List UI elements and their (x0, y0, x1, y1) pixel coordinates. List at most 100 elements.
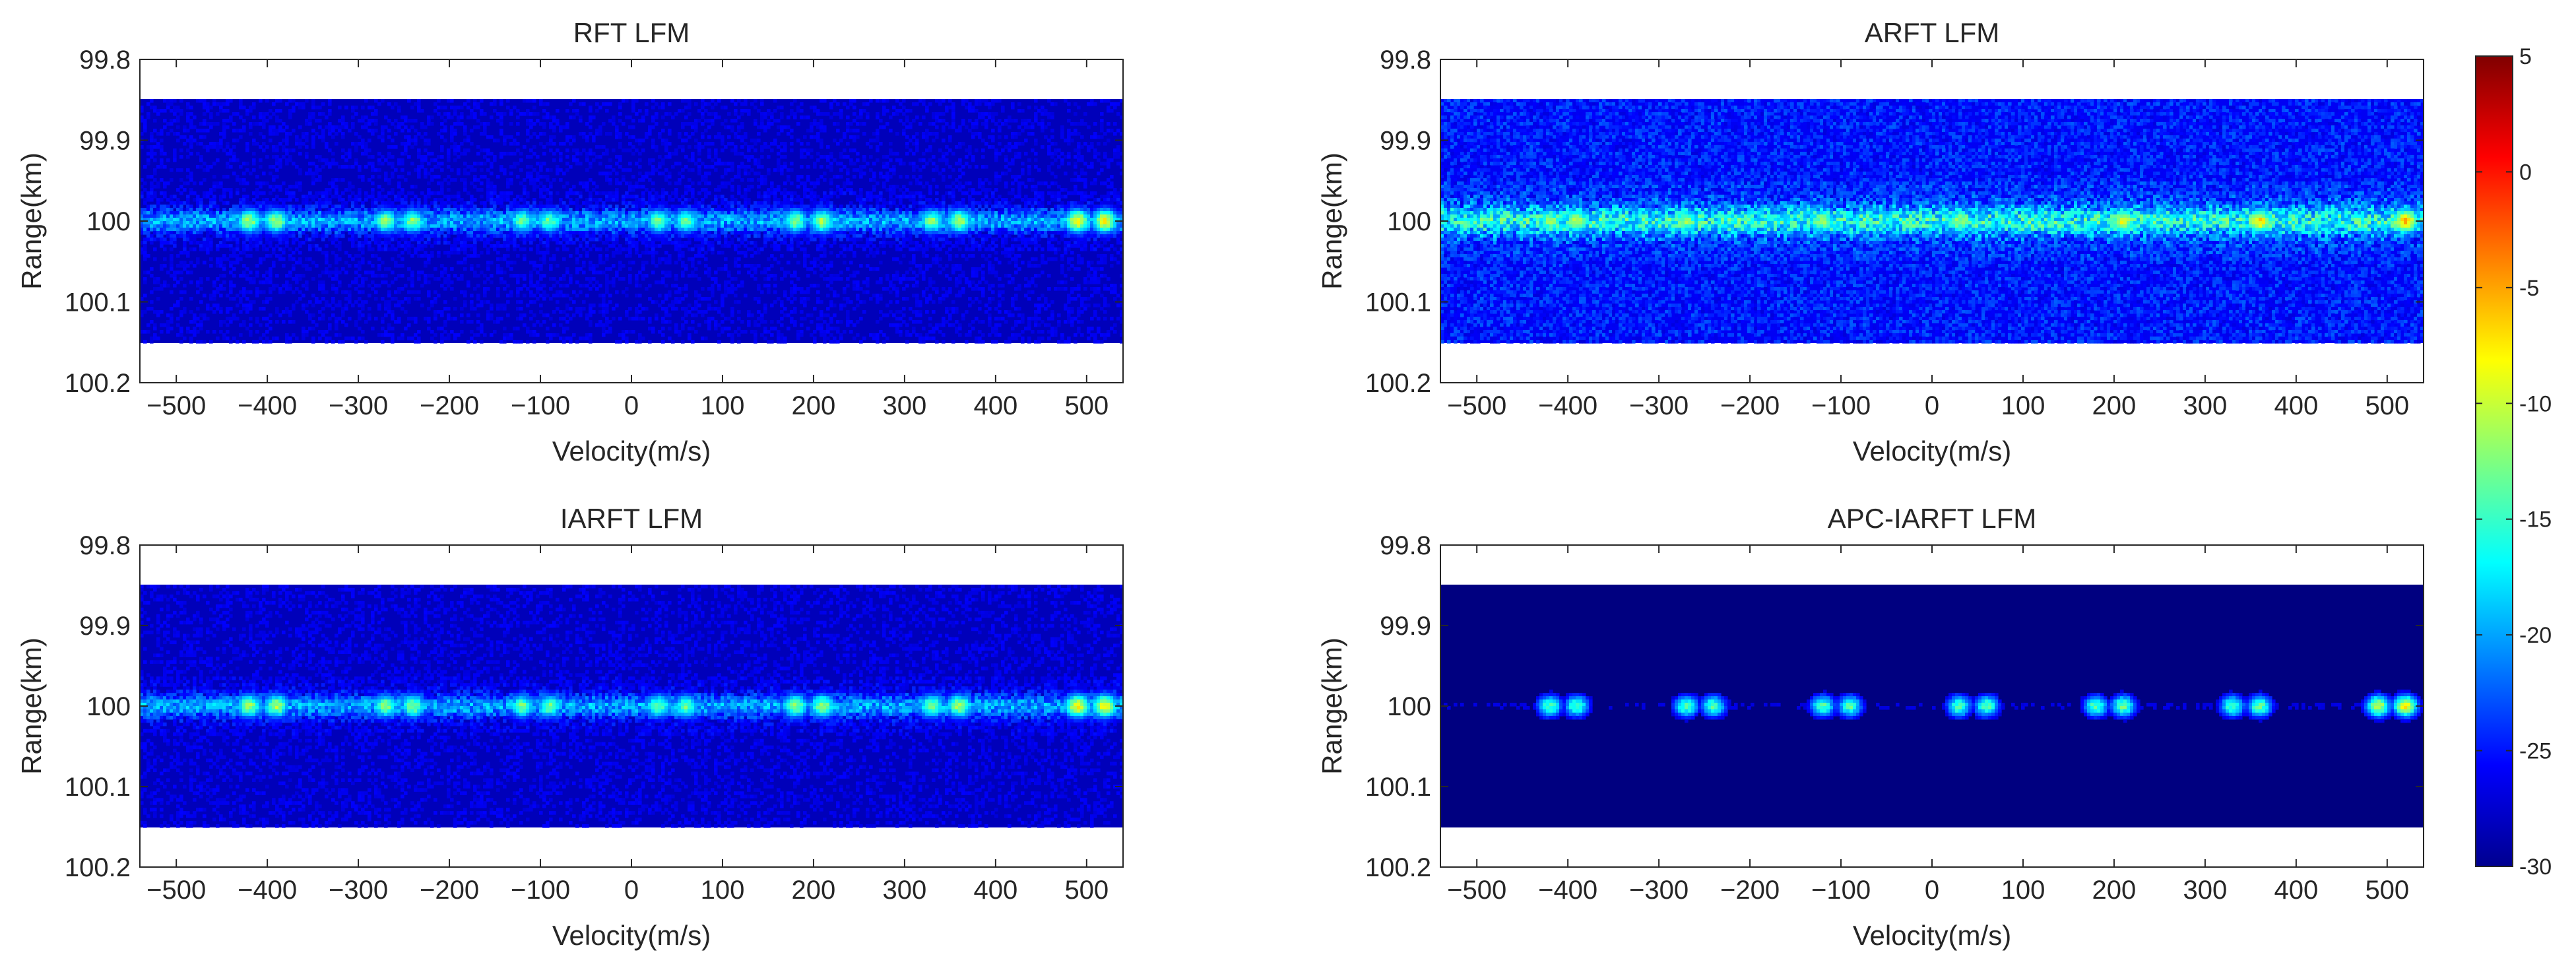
heatmap-cell (975, 148, 979, 152)
heatmap-cell (1070, 211, 1074, 215)
heatmap-cell (539, 214, 543, 218)
heatmap-cell (232, 152, 236, 156)
heatmap-cell (1067, 155, 1071, 159)
heatmap-cell (513, 221, 517, 225)
heatmap-cell (763, 145, 767, 149)
heatmap-cell (1070, 218, 1074, 222)
heatmap-cell (813, 109, 817, 113)
heatmap-cell (420, 125, 424, 129)
heatmap-cell (991, 112, 995, 116)
heatmap-cell (526, 195, 530, 199)
heatmap-cell (945, 218, 949, 222)
heatmap-cell (262, 112, 266, 116)
heatmap-cell (532, 99, 536, 103)
heatmap-cell (704, 178, 708, 182)
heatmap-cell (575, 221, 579, 225)
heatmap-cell (975, 208, 979, 212)
heatmap-cell (1090, 205, 1094, 209)
heatmap-cell (1083, 198, 1087, 202)
heatmap-cell (1021, 122, 1025, 126)
heatmap-cell (978, 201, 982, 205)
heatmap-cell (1090, 211, 1094, 215)
heatmap-cell (968, 208, 972, 212)
heatmap-cell (443, 211, 447, 215)
heatmap-cell (212, 218, 216, 222)
heatmap-cell (282, 145, 286, 149)
heatmap-cell (585, 168, 589, 172)
heatmap-cell (503, 135, 507, 139)
heatmap-cell (480, 195, 484, 199)
heatmap-cell (905, 152, 909, 156)
heatmap-cell (721, 211, 724, 215)
heatmap-cell (417, 148, 421, 152)
heatmap-cell (434, 102, 437, 106)
heatmap-cell (701, 106, 705, 110)
heatmap-cell (1021, 208, 1025, 212)
heatmap-cell (704, 211, 708, 215)
heatmap-cell (658, 208, 662, 212)
heatmap-cell (681, 109, 685, 113)
heatmap-cell (915, 145, 919, 149)
heatmap-cell (961, 122, 965, 126)
heatmap-cell (549, 125, 553, 129)
heatmap-cell (859, 205, 863, 209)
heatmap-cell (486, 168, 490, 172)
heatmap-cell (1100, 99, 1104, 103)
heatmap-cell (717, 185, 721, 189)
heatmap-cell (787, 168, 790, 172)
heatmap-cell (420, 135, 424, 139)
heatmap-cell (879, 191, 883, 195)
heatmap-cell (783, 155, 787, 159)
heatmap-cell (806, 148, 810, 152)
heatmap-cell (668, 102, 672, 106)
heatmap-cell (226, 218, 230, 222)
heatmap-cell (146, 195, 150, 199)
heatmap-cell (826, 211, 830, 215)
heatmap-cell (572, 99, 576, 103)
heatmap-cell (536, 218, 540, 222)
heatmap-cell (984, 178, 988, 182)
heatmap-cell (229, 188, 233, 192)
heatmap-cell (1080, 178, 1084, 182)
heatmap-cell (387, 205, 391, 209)
heatmap-cell (899, 218, 903, 222)
heatmap-cell (1034, 152, 1038, 156)
heatmap-cell (252, 191, 256, 195)
heatmap-cell (262, 211, 266, 215)
heatmap-cell (1047, 115, 1051, 119)
heatmap-cell (862, 122, 866, 126)
heatmap-cell (651, 145, 655, 149)
heatmap-cell (955, 208, 959, 212)
heatmap-cell (1097, 172, 1101, 176)
heatmap-cell (922, 195, 926, 199)
heatmap-cell (292, 195, 296, 199)
heatmap-cell (401, 129, 404, 133)
heatmap-cell (1113, 198, 1117, 202)
heatmap-cell (381, 211, 385, 215)
heatmap-cell (892, 221, 896, 225)
heatmap-cell (859, 115, 863, 119)
heatmap-cell (453, 218, 457, 222)
heatmap-cell (229, 191, 233, 195)
heatmap-cell (156, 218, 160, 222)
heatmap-cell (879, 198, 883, 202)
heatmap-cell (565, 109, 569, 113)
heatmap-cell (559, 125, 563, 129)
heatmap-cell (229, 165, 233, 169)
heatmap-cell (269, 221, 273, 225)
heatmap-cell (1120, 218, 1124, 222)
heatmap-cell (902, 214, 906, 218)
heatmap-cell (688, 221, 692, 225)
heatmap-cell (420, 208, 424, 212)
heatmap-cell (744, 191, 748, 195)
heatmap-cell (443, 139, 447, 143)
heatmap-cell (453, 106, 457, 110)
heatmap-cell (918, 205, 922, 209)
heatmap-cell (796, 205, 800, 209)
heatmap-cell (199, 155, 203, 159)
heatmap-cell (397, 195, 401, 199)
heatmap-cell (651, 125, 655, 129)
heatmap-cell (493, 218, 497, 222)
heatmap-cell (467, 201, 470, 205)
heatmap-cell (275, 214, 279, 218)
